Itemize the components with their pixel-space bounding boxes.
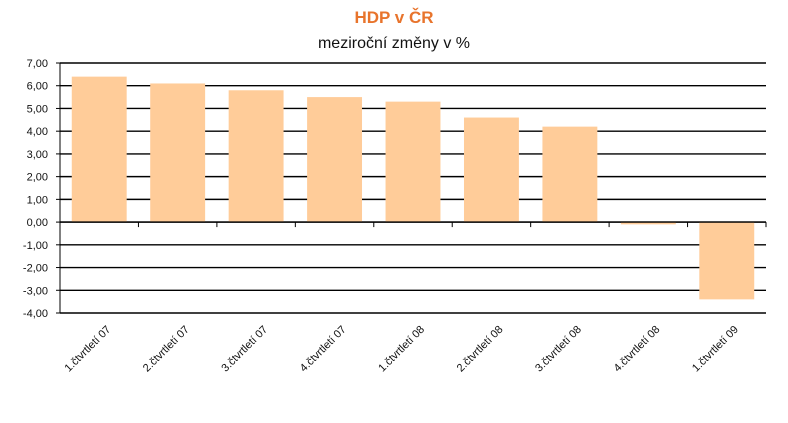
labels: 7,00 6,00 5,00 4,00 3,00 2,00 1,00 0,00 -1,00 -2,… <box>23 58 741 374</box>
y-tick-label: -1,00 <box>23 240 48 252</box>
y-tick-label: 6,00 <box>27 81 48 93</box>
bar <box>699 222 755 300</box>
x-category-label: 3.čtvrtletí 07 <box>219 324 270 375</box>
bar <box>385 101 441 223</box>
bars <box>71 76 755 300</box>
bar <box>228 90 284 223</box>
y-tick-label: 2,00 <box>27 172 48 184</box>
y-tick-label: 4,00 <box>27 126 48 138</box>
x-category-label: 1.čtvrtletí 09 <box>690 324 741 375</box>
y-tick-label: -2,00 <box>23 263 48 275</box>
bar <box>620 222 676 225</box>
x-category-label: 4.čtvrtletí 07 <box>298 324 349 375</box>
y-tick-label: 3,00 <box>27 149 48 161</box>
y-tick-label: -3,00 <box>23 285 48 297</box>
x-category-label: 3.čtvrtletí 08 <box>533 324 584 375</box>
y-tick-label: 0,00 <box>27 217 48 229</box>
y-tick-label: -4,00 <box>23 308 48 320</box>
x-category-label: 1.čtvrtletí 08 <box>376 324 427 375</box>
y-tick-label: 1,00 <box>27 194 48 206</box>
x-category-label: 4.čtvrtletí 08 <box>612 324 663 375</box>
bar <box>542 126 598 223</box>
axes <box>56 62 767 314</box>
x-category-label: 1.čtvrtletí 07 <box>62 324 113 375</box>
chart-title: HDP v ČR <box>354 8 434 27</box>
bar <box>463 117 519 223</box>
x-category-label: 2.čtvrtletí 07 <box>141 324 192 375</box>
y-tick-label: 5,00 <box>27 103 48 115</box>
bar <box>150 83 206 223</box>
bar <box>307 97 363 223</box>
y-tick-label: 7,00 <box>27 58 48 70</box>
chart-subtitle: meziroční změny v % <box>317 35 471 52</box>
bar <box>71 76 127 223</box>
x-category-label: 2.čtvrtletí 08 <box>455 324 506 375</box>
